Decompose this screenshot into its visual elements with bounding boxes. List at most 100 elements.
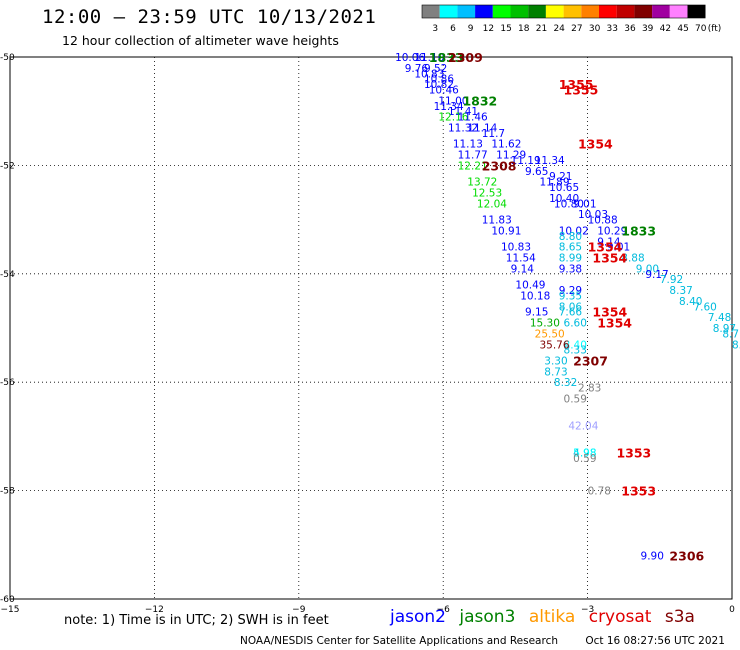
colorbar-swatch bbox=[475, 5, 493, 18]
wave-height-label: 10.06 bbox=[395, 52, 425, 64]
wave-height-label: 8.99 bbox=[559, 253, 582, 265]
colorbar-swatch bbox=[563, 5, 582, 18]
wave-height-label: 11.29 bbox=[496, 150, 526, 162]
wave-height-label: 11.7 bbox=[482, 128, 505, 140]
wave-height-label: 8.80 bbox=[559, 231, 582, 243]
wave-height-label: 8.65 bbox=[559, 242, 582, 254]
wave-height-label: 11.10 bbox=[414, 52, 444, 64]
wave-height-label: 8.71 bbox=[722, 328, 740, 340]
legend-jason2: jason2 bbox=[390, 607, 446, 627]
wave-height-label: 8.33 bbox=[564, 345, 587, 357]
y-tick-label: -56 bbox=[0, 378, 15, 388]
footer-note: note: 1) Time is in UTC; 2) SWH is in fe… bbox=[64, 613, 329, 628]
colorbar-border bbox=[421, 4, 706, 19]
plot-area bbox=[9, 56, 733, 600]
wave-height-label: 9.01 bbox=[607, 242, 630, 254]
colorbar-swatch bbox=[457, 5, 476, 18]
wave-height-label: 8.97 bbox=[713, 323, 736, 335]
colorbar-label: 27 bbox=[571, 24, 582, 34]
grid-lines bbox=[10, 57, 732, 599]
wave-height-label: 9.01 bbox=[573, 198, 596, 210]
pass-id-label: 1832 bbox=[462, 93, 497, 108]
wave-height-label: 0.59 bbox=[564, 393, 587, 405]
wave-height-label: 11.34 bbox=[535, 155, 565, 167]
x-tick-label: 0 bbox=[729, 605, 735, 615]
y-tick-label: -54 bbox=[0, 270, 15, 280]
page-subtitle: 12 hour collection of altimeter wave hei… bbox=[62, 33, 339, 48]
wave-height-label: 10.91 bbox=[491, 225, 521, 237]
colorbar-label: 9 bbox=[468, 24, 474, 34]
wave-height-label: 13.72 bbox=[467, 177, 497, 189]
wave-height-label: 10.02 bbox=[559, 225, 589, 237]
wave-height-label: 10.83 bbox=[501, 242, 531, 254]
wave-height-label: 12.04 bbox=[477, 198, 507, 210]
pass-labels: 1833230918321355135513542308183313541354… bbox=[429, 50, 705, 564]
colorbar-swatch bbox=[422, 5, 440, 18]
wave-height-label: 9.35 bbox=[559, 290, 582, 302]
wave-height-label: 9.21 bbox=[549, 171, 572, 183]
wave-height-label: 7.48 bbox=[708, 312, 731, 324]
wave-height-label: 12.21 bbox=[458, 160, 488, 172]
wave-height-label: 11.19 bbox=[511, 155, 541, 167]
wave-height-label: 0.59 bbox=[573, 453, 596, 465]
wave-height-marks: 10.0611.109.769.5210.8310.8610.8210.4611… bbox=[395, 52, 740, 563]
pass-id-label: 1833 bbox=[621, 223, 656, 238]
pass-id-label: 1833 bbox=[429, 50, 464, 65]
pass-id-label: 1354 bbox=[578, 137, 613, 152]
wave-height-label: 7.60 bbox=[693, 301, 716, 313]
pass-id-label: 1353 bbox=[616, 446, 651, 461]
x-tick-label: −6 bbox=[437, 605, 451, 615]
wave-height-label: 10.46 bbox=[429, 85, 459, 97]
wave-height-label: 11.14 bbox=[467, 122, 497, 134]
x-tick-label: −15 bbox=[1, 605, 20, 615]
wave-height-label: 11.83 bbox=[482, 215, 512, 227]
legend-jason3: jason3 bbox=[459, 607, 516, 627]
footer-credit: NOAA/NESDIS Center for Satellite Applica… bbox=[240, 635, 725, 647]
wave-height-label: 11.41 bbox=[448, 106, 478, 118]
x-tick-label: −12 bbox=[145, 605, 164, 615]
wave-height-label: 8.40 bbox=[564, 339, 587, 351]
y-tick-label: -52 bbox=[0, 161, 15, 171]
wave-height-label: 10.40 bbox=[549, 193, 579, 205]
pass-id-label: 1355 bbox=[559, 77, 594, 92]
colorbar-label: 12 bbox=[483, 24, 494, 34]
credit-text: NOAA/NESDIS Center for Satellite Applica… bbox=[240, 635, 558, 647]
wave-height-label: 6.60 bbox=[564, 318, 587, 330]
colorbar-label: 30 bbox=[589, 24, 601, 34]
wave-height-label: 11.13 bbox=[453, 139, 483, 151]
legend-s3a: s3a bbox=[664, 607, 695, 627]
wave-height-label: 11.54 bbox=[506, 253, 536, 265]
wave-height-label: 10.49 bbox=[515, 280, 545, 292]
wave-height-label: 8.06 bbox=[559, 301, 583, 313]
colorbar-swatch bbox=[652, 5, 670, 18]
wave-height-label: 8.32 bbox=[554, 377, 577, 389]
wave-height-label: 10.80 bbox=[554, 198, 584, 210]
y-tick-label: -58 bbox=[0, 487, 15, 497]
wave-height-label: 9.17 bbox=[645, 269, 668, 281]
wave-height-label: 9.15 bbox=[525, 307, 548, 319]
credit-timestamp: Oct 16 08:27:56 UTC 2021 bbox=[585, 635, 725, 647]
wave-height-label: 10.29 bbox=[597, 225, 627, 237]
colorbar-label: 21 bbox=[536, 24, 547, 34]
wave-height-label: 10.83 bbox=[414, 68, 444, 80]
wave-height-label: 11.32 bbox=[448, 122, 478, 134]
pass-id-label: 1355 bbox=[564, 83, 599, 98]
wave-height-label: 8.37 bbox=[669, 285, 692, 297]
wave-height-label: 25.50 bbox=[535, 328, 565, 340]
pass-id-label: 1354 bbox=[592, 305, 627, 320]
x-tick-label: −3 bbox=[581, 605, 594, 615]
wave-height-label: 2.83 bbox=[578, 383, 601, 395]
colorbar-swatch bbox=[528, 5, 546, 18]
colorbar-label: 6 bbox=[450, 24, 456, 34]
colorbar-swatch bbox=[687, 5, 706, 18]
wave-height-label: 9.38 bbox=[559, 263, 582, 275]
wave-height-label: 9.14 bbox=[511, 263, 535, 275]
wave-height-label: 9.76 bbox=[405, 63, 429, 75]
pass-id-label: 2307 bbox=[573, 354, 608, 369]
colorbar-label: 42 bbox=[660, 24, 671, 34]
colorbar-label: 45 bbox=[677, 24, 688, 34]
plot-border bbox=[9, 56, 733, 600]
wave-height-label: 7.92 bbox=[660, 274, 683, 286]
wave-height-label: 42.04 bbox=[568, 421, 598, 433]
